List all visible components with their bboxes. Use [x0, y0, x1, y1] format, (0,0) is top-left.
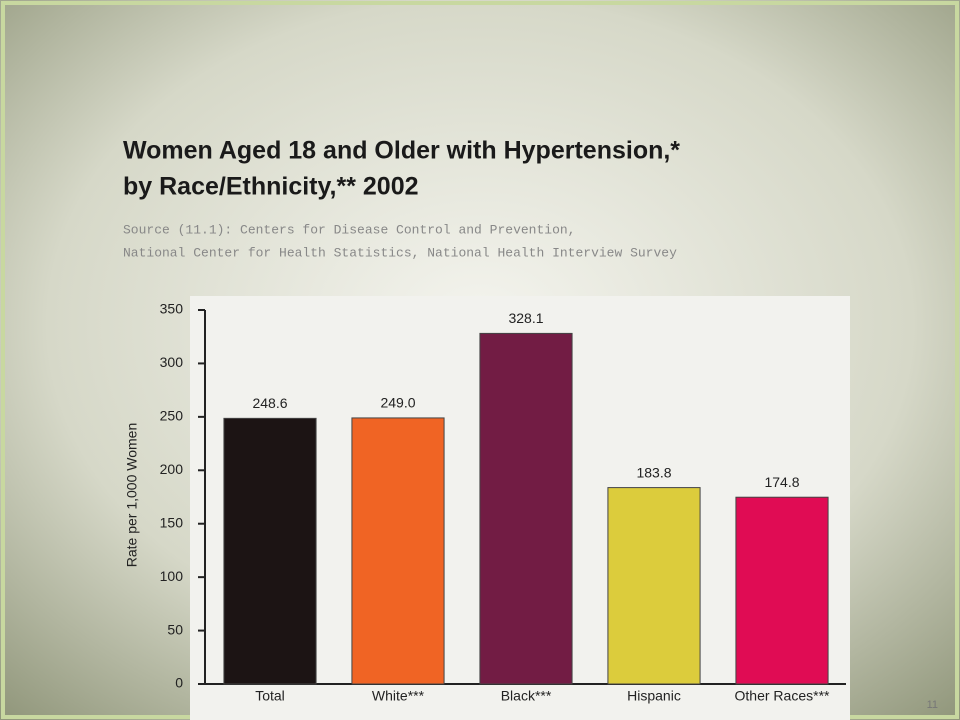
x-tick-label: White*** — [372, 688, 425, 704]
y-tick-label: 200 — [160, 461, 184, 477]
bar — [223, 417, 317, 685]
y-tick-label: 300 — [160, 354, 184, 370]
x-tick-label: Total — [255, 688, 285, 704]
value-label: 183.8 — [636, 464, 671, 480]
y-tick-label: 100 — [160, 568, 184, 584]
bar — [607, 487, 701, 685]
value-label: 249.0 — [380, 395, 415, 411]
y-tick-label: 250 — [160, 408, 184, 424]
value-label: 248.6 — [252, 395, 287, 411]
y-tick-label: 350 — [160, 301, 184, 317]
x-tick-label: Hispanic — [627, 688, 681, 704]
bar — [479, 332, 573, 685]
bar — [735, 496, 829, 685]
page-number: 11 — [927, 699, 938, 711]
x-tick-label: Other Races*** — [735, 688, 830, 704]
value-label: 328.1 — [508, 310, 543, 326]
bar — [351, 417, 445, 685]
x-tick-label: Black*** — [501, 688, 552, 704]
chart-title: Women Aged 18 and Older with Hypertensio… — [123, 137, 680, 165]
y-tick-label: 0 — [175, 675, 183, 691]
chart-subtitle: National Center for Health Statistics, N… — [123, 245, 677, 260]
chart-title: by Race/Ethnicity,** 2002 — [123, 173, 419, 201]
y-axis-label: Rate per 1,000 Women — [124, 423, 140, 568]
chart-subtitle: Source (11.1): Centers for Disease Contr… — [123, 222, 575, 237]
y-tick-label: 50 — [167, 621, 183, 637]
value-label: 174.8 — [764, 474, 799, 490]
y-tick-label: 150 — [160, 514, 184, 530]
